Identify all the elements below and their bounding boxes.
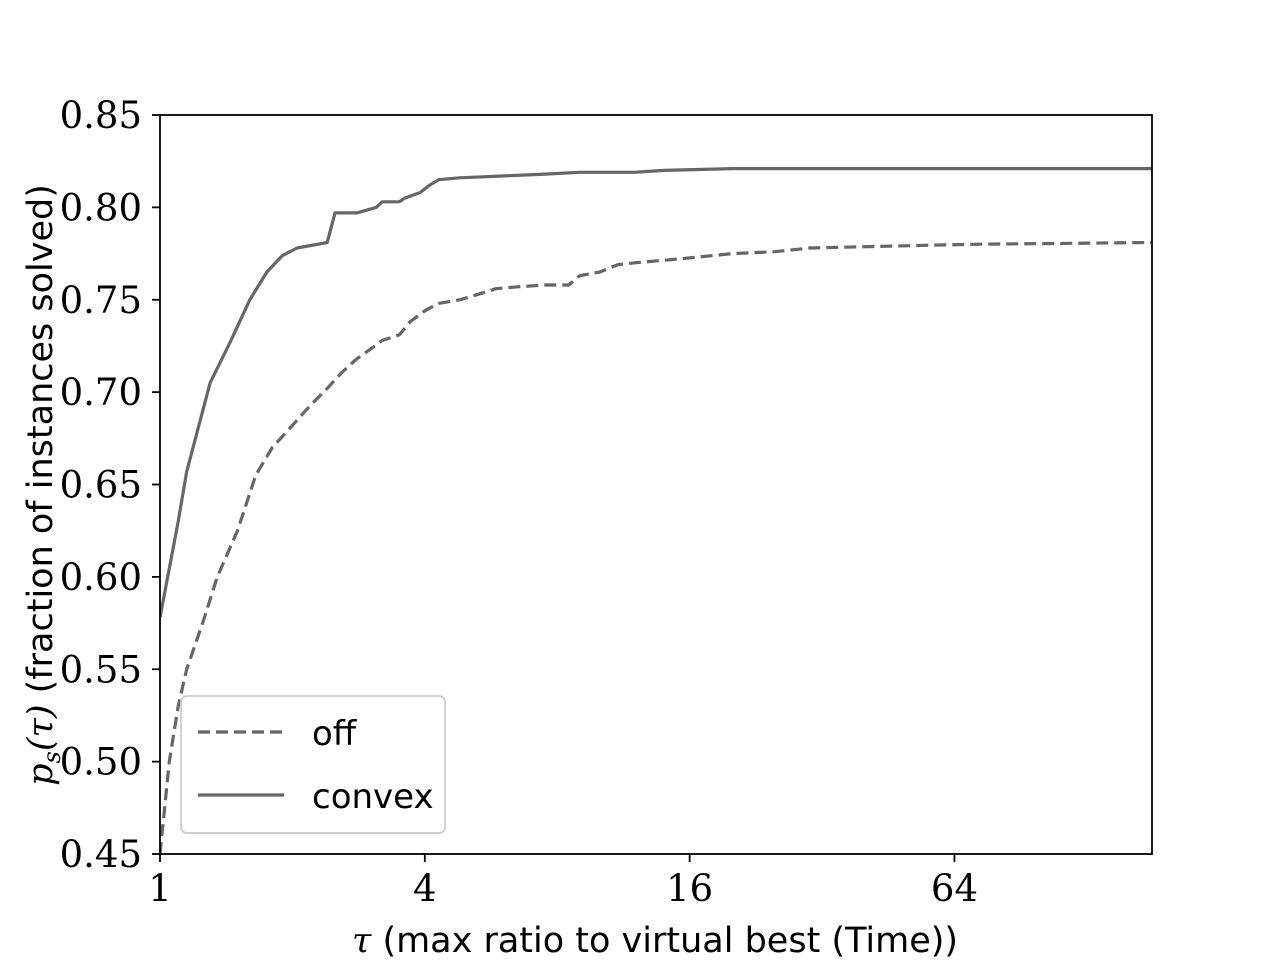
y-axis-label-math: p — [21, 763, 61, 785]
y-axis-label-subscript: s — [38, 751, 66, 763]
x-axis-label-text: (max ratio to virtual best (Time)) — [371, 921, 958, 960]
x-axis-label-math: τ — [352, 921, 372, 960]
legend-label-off: off — [312, 714, 358, 754]
y-tick-label: 0.70 — [60, 371, 142, 414]
legend-box — [180, 695, 446, 834]
y-tick-label: 0.50 — [60, 741, 142, 784]
x-tick-label: 64 — [931, 867, 978, 910]
x-axis-ticks: 1 4 16 64 — [148, 854, 978, 910]
y-axis-label: ps(τ) (fraction of instances solved) — [21, 184, 66, 786]
series-line-convex — [160, 167, 1152, 618]
series-layer — [160, 167, 1152, 855]
y-tick-label: 0.45 — [60, 833, 142, 876]
y-axis-ticks: 0.45 0.50 0.55 0.60 0.65 0.70 0.75 0.80 0.85 — [60, 94, 160, 876]
x-axis-label: τ (max ratio to virtual best (Time)) — [352, 921, 958, 960]
x-tick-label: 4 — [413, 867, 437, 910]
y-tick-label: 0.85 — [60, 94, 142, 137]
y-tick-label: 0.60 — [60, 556, 142, 599]
series-line-off — [160, 240, 1152, 855]
y-axis-label-argument: (τ) — [21, 704, 61, 751]
y-axis-label-text: (fraction of instances solved) — [21, 184, 61, 704]
legend: off convex — [180, 695, 446, 834]
legend-label-convex: convex — [312, 777, 434, 817]
y-tick-label: 0.75 — [60, 279, 142, 322]
x-tick-label: 16 — [666, 867, 713, 910]
y-tick-label: 0.55 — [60, 648, 142, 691]
y-tick-label: 0.65 — [60, 464, 142, 507]
x-tick-label: 1 — [148, 867, 172, 910]
y-tick-label: 0.80 — [60, 186, 142, 229]
